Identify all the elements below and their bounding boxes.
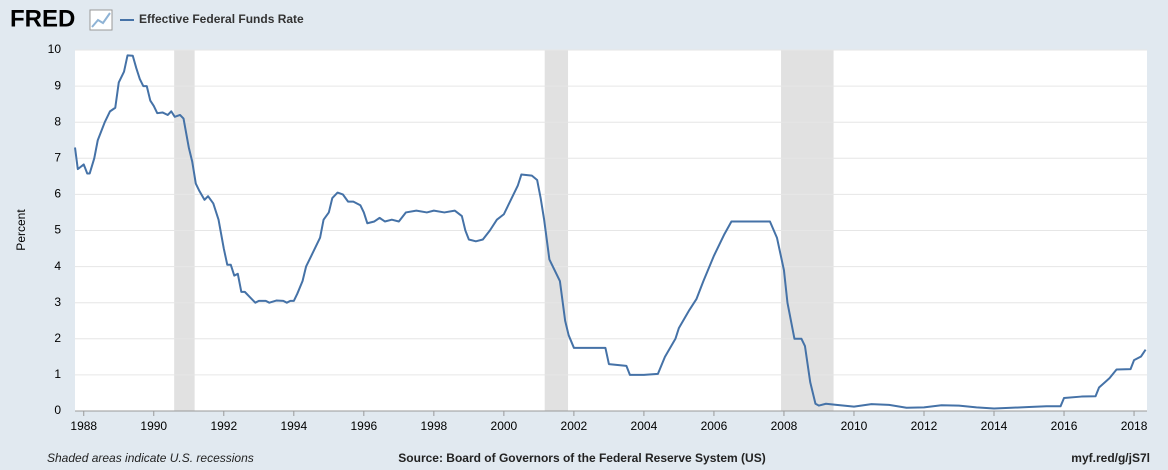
x-tick-label: 1992 <box>210 419 237 433</box>
x-tick-label: 2004 <box>631 419 658 433</box>
y-tick-label: 5 <box>54 223 61 237</box>
y-tick-label: 2 <box>54 331 61 345</box>
y-tick-label: 10 <box>48 42 62 56</box>
x-tick-label: 1994 <box>280 419 307 433</box>
y-tick-label: 6 <box>54 187 61 201</box>
legend-label: Effective Federal Funds Rate <box>139 12 304 26</box>
y-tick-label: 9 <box>54 78 61 92</box>
x-tick-label: 2000 <box>491 419 518 433</box>
y-tick-label: 4 <box>54 259 61 273</box>
x-tick-label: 1988 <box>70 419 97 433</box>
footer-link: myf.red/g/jS7l <box>1071 451 1150 465</box>
y-tick-label: 0 <box>54 403 61 417</box>
x-tick-label: 1998 <box>420 419 447 433</box>
x-tick-label: 2008 <box>771 419 798 433</box>
logo: FRED <box>10 5 75 32</box>
x-tick-label: 1996 <box>350 419 377 433</box>
y-axis-label: Percent <box>14 209 28 251</box>
footer-source: Source: Board of Governors of the Federa… <box>398 451 765 465</box>
x-tick-label: 2006 <box>701 419 728 433</box>
x-tick-label: 2014 <box>981 419 1008 433</box>
x-tick-label: 2002 <box>561 419 588 433</box>
x-tick-label: 1990 <box>140 419 167 433</box>
x-tick-label: 2010 <box>841 419 868 433</box>
y-tick-label: 3 <box>54 295 61 309</box>
x-tick-label: 2012 <box>911 419 938 433</box>
logo-icon <box>89 9 113 31</box>
x-tick-label: 2016 <box>1051 419 1078 433</box>
series-line <box>74 54 1147 410</box>
y-tick-label: 8 <box>54 114 61 128</box>
footer-note: Shaded areas indicate U.S. recessions <box>47 451 254 465</box>
x-tick-label: 2018 <box>1121 419 1148 433</box>
y-tick-label: 7 <box>54 150 61 164</box>
y-tick-label: 1 <box>54 367 61 381</box>
